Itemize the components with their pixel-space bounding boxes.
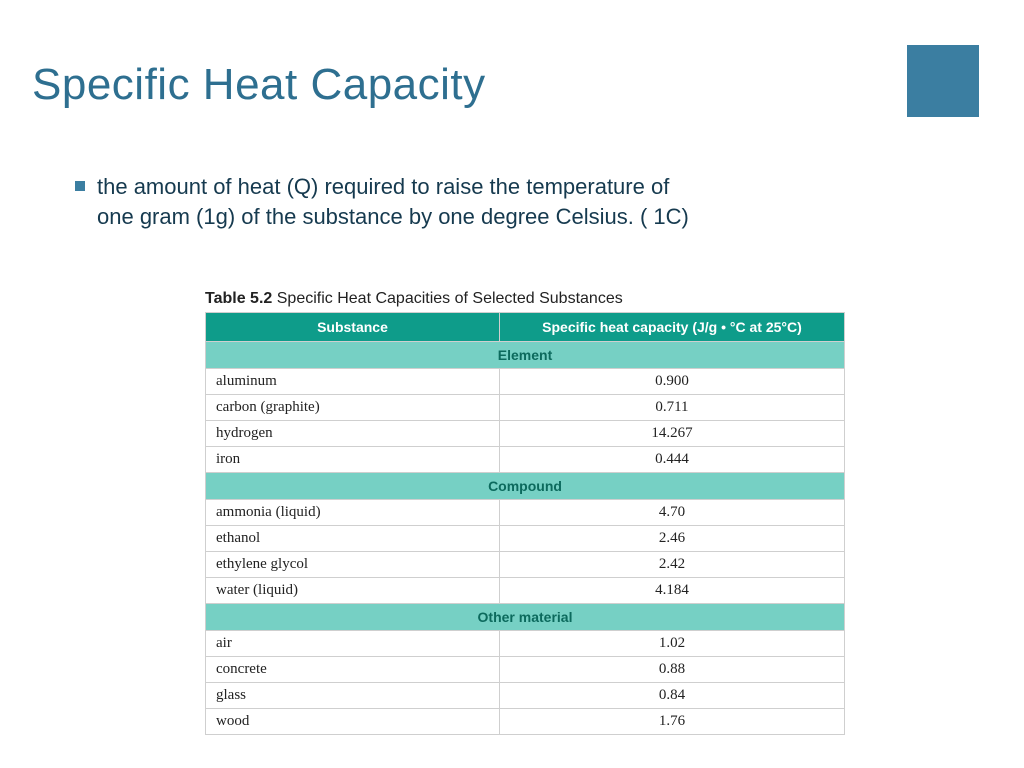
cell-substance: iron (206, 447, 500, 473)
heat-capacity-table: Substance Specific heat capacity (J/g • … (205, 312, 845, 735)
table-row: concrete0.88 (206, 657, 845, 683)
table-section-row: Other material (206, 604, 845, 631)
table-number: Table 5.2 (205, 290, 272, 307)
table-row: air1.02 (206, 631, 845, 657)
table-section-row: Compound (206, 473, 845, 500)
table-section-row: Element (206, 342, 845, 369)
cell-value: 1.76 (499, 709, 844, 735)
cell-substance: wood (206, 709, 500, 735)
cell-substance: glass (206, 683, 500, 709)
heat-capacity-table-region: Table 5.2 Specific Heat Capacities of Se… (205, 290, 845, 735)
cell-substance: concrete (206, 657, 500, 683)
cell-value: 4.184 (499, 578, 844, 604)
bullet-icon (75, 181, 85, 191)
cell-substance: ammonia (liquid) (206, 500, 500, 526)
table-row: hydrogen14.267 (206, 421, 845, 447)
cell-value: 0.711 (499, 395, 844, 421)
table-row: carbon (graphite)0.711 (206, 395, 845, 421)
table-row: wood1.76 (206, 709, 845, 735)
cell-substance: aluminum (206, 369, 500, 395)
accent-square (907, 45, 979, 117)
col-capacity: Specific heat capacity (J/g • °C at 25°C… (499, 313, 844, 342)
cell-value: 0.88 (499, 657, 844, 683)
cell-substance: ethylene glycol (206, 552, 500, 578)
cell-value: 0.444 (499, 447, 844, 473)
cell-value: 0.84 (499, 683, 844, 709)
cell-value: 1.02 (499, 631, 844, 657)
section-label: Other material (206, 604, 845, 631)
table-row: iron0.444 (206, 447, 845, 473)
cell-value: 2.42 (499, 552, 844, 578)
cell-substance: air (206, 631, 500, 657)
cell-substance: water (liquid) (206, 578, 500, 604)
definition-bullet: the amount of heat (Q) required to raise… (75, 172, 695, 231)
section-label: Compound (206, 473, 845, 500)
table-header-row: Substance Specific heat capacity (J/g • … (206, 313, 845, 342)
definition-text: the amount of heat (Q) required to raise… (97, 172, 695, 231)
cell-substance: carbon (graphite) (206, 395, 500, 421)
table-caption-text: Specific Heat Capacities of Selected Sub… (277, 290, 623, 307)
cell-value: 0.900 (499, 369, 844, 395)
table-row: aluminum0.900 (206, 369, 845, 395)
cell-value: 2.46 (499, 526, 844, 552)
col-substance: Substance (206, 313, 500, 342)
table-row: water (liquid)4.184 (206, 578, 845, 604)
table-caption: Table 5.2 Specific Heat Capacities of Se… (205, 290, 845, 308)
table-row: ethanol2.46 (206, 526, 845, 552)
cell-substance: hydrogen (206, 421, 500, 447)
table-row: ethylene glycol2.42 (206, 552, 845, 578)
section-label: Element (206, 342, 845, 369)
table-row: glass0.84 (206, 683, 845, 709)
page-title: Specific Heat Capacity (32, 60, 486, 110)
cell-value: 14.267 (499, 421, 844, 447)
cell-substance: ethanol (206, 526, 500, 552)
table-row: ammonia (liquid)4.70 (206, 500, 845, 526)
cell-value: 4.70 (499, 500, 844, 526)
